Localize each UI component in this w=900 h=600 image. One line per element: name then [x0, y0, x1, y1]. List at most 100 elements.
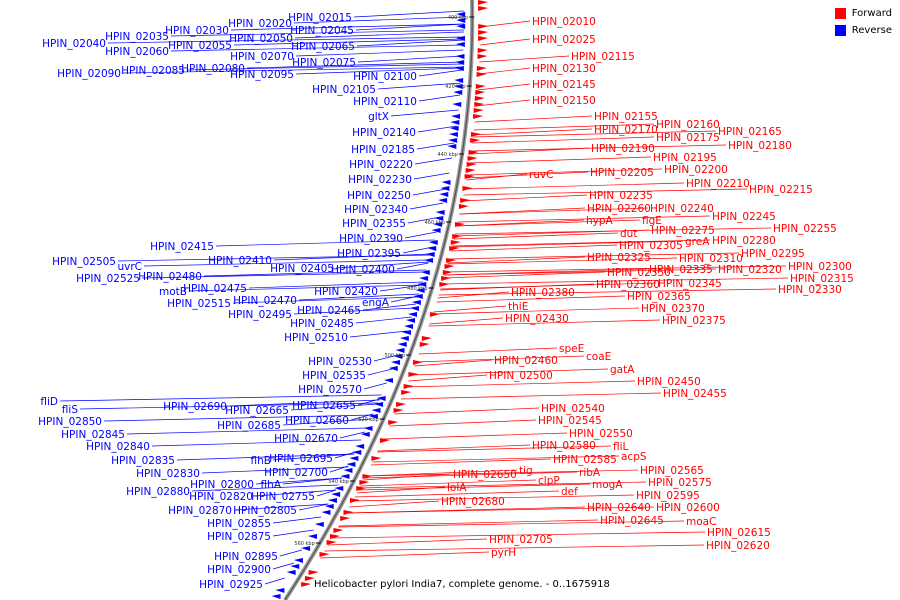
- reverse-gene-connector: [272, 562, 295, 570]
- forward-gene-connector: [476, 99, 531, 107]
- forward-gene-connector: [415, 355, 585, 363]
- reverse-gene-connector: [418, 94, 461, 102]
- forward-gene-connector: [447, 257, 678, 265]
- forward-gene-label: HPIN_02540: [541, 403, 605, 415]
- reverse-gene-connector: [254, 489, 336, 497]
- forward-gene-label: moaC: [686, 516, 716, 528]
- forward-feature: [403, 384, 414, 389]
- reverse-gene-label: HPIN_02055: [168, 40, 232, 52]
- reverse-gene-connector: [141, 271, 426, 279]
- reverse-gene-connector: [255, 477, 343, 485]
- forward-gene-label: acpS: [621, 451, 647, 463]
- reverse-feature: [453, 84, 463, 89]
- reverse-gene-label: HPIN_02535: [302, 370, 366, 382]
- reverse-gene-connector: [176, 453, 355, 461]
- reverse-gene-label: HPIN_02110: [353, 96, 417, 108]
- forward-gene-connector: [354, 490, 560, 498]
- reverse-feature: [352, 450, 362, 455]
- forward-gene-connector: [448, 252, 740, 260]
- forward-gene-connector: [479, 55, 570, 63]
- forward-gene-label: pyrH: [491, 547, 516, 559]
- reverse-gene-connector: [228, 399, 380, 407]
- forward-gene-label: HPIN_02180: [728, 140, 792, 152]
- forward-feature: [340, 516, 351, 521]
- reverse-feature: [413, 294, 423, 299]
- reverse-feature: [301, 546, 311, 551]
- reverse-gene-label: HPIN_02020: [228, 18, 292, 30]
- forward-gene-connector: [437, 291, 510, 299]
- forward-gene-label: HPIN_02205: [590, 167, 654, 179]
- forward-gene-connector: [471, 136, 655, 144]
- forward-feature: [330, 534, 341, 539]
- forward-feature: [449, 246, 460, 251]
- forward-gene-label: HPIN_02320: [718, 264, 782, 276]
- reverse-swatch: [834, 25, 846, 36]
- genome-backbone-core: [284, 0, 473, 600]
- reverse-gene-label: HPIN_02695: [269, 453, 333, 465]
- reverse-feature: [314, 522, 324, 527]
- reverse-feature: [456, 18, 466, 23]
- forward-feature: [401, 390, 412, 395]
- forward-gene-connector: [433, 305, 507, 313]
- forward-gene-label: HPIN_02500: [489, 370, 553, 382]
- reverse-gene-connector: [273, 253, 432, 261]
- reverse-gene-connector: [143, 259, 430, 267]
- reverse-gene-label: uvrC: [117, 261, 142, 273]
- forward-gene-label: HPIN_02575: [648, 477, 712, 489]
- forward-feature: [476, 72, 487, 77]
- forward-gene-connector: [473, 128, 593, 136]
- forward-feature: [442, 270, 453, 275]
- reverse-gene-label: HPIN_02880: [126, 486, 190, 498]
- reverse-gene-label: HPIN_02340: [344, 204, 408, 216]
- forward-gene-connector: [410, 368, 609, 376]
- forward-gene-connector: [364, 471, 578, 479]
- forward-gene-label: HPIN_02430: [505, 313, 569, 325]
- reverse-feature: [456, 12, 466, 17]
- forward-gene-connector: [365, 469, 639, 477]
- reverse-gene-connector: [233, 38, 464, 46]
- forward-gene-connector: [418, 347, 558, 355]
- forward-gene-label: HPIN_02280: [712, 235, 776, 247]
- reverse-gene-label: HPIN_02855: [207, 518, 271, 530]
- forward-gene-label: HPIN_02550: [569, 428, 633, 440]
- reverse-feature: [452, 102, 462, 107]
- reverse-gene-connector: [246, 61, 463, 69]
- forward-feature: [465, 168, 476, 173]
- reverse-feature: [440, 186, 450, 191]
- reverse-feature: [368, 414, 378, 419]
- reverse-feature: [453, 90, 463, 95]
- forward-gene-connector: [474, 115, 593, 123]
- scale-tick-label: 400 kbp: [448, 15, 468, 21]
- reverse-gene-label: HPIN_02400: [331, 264, 395, 276]
- reverse-gene-label: HPIN_02140: [352, 127, 416, 139]
- reverse-gene-label: HPIN_02085: [121, 65, 185, 77]
- reverse-feature: [409, 306, 419, 311]
- reverse-gene-label: HPIN_02485: [290, 318, 354, 330]
- forward-gene-connector: [345, 506, 655, 514]
- reverse-feature: [419, 276, 429, 281]
- forward-gene-label: mogA: [592, 479, 623, 491]
- forward-gene-label: HPIN_02375: [662, 315, 726, 327]
- forward-gene-connector: [436, 295, 626, 303]
- reverse-feature: [334, 486, 344, 491]
- reverse-gene-label: HPIN_02925: [199, 579, 263, 591]
- forward-gene-label: HPIN_02210: [686, 178, 750, 190]
- reverse-gene-connector: [233, 503, 329, 511]
- forward-gene-label: dut: [620, 228, 637, 240]
- reverse-gene-label: engA: [362, 297, 390, 309]
- reverse-feature: [427, 246, 437, 251]
- reverse-gene-connector: [117, 254, 431, 262]
- reverse-gene-label: HPIN_02045: [290, 25, 354, 37]
- forward-feature: [396, 402, 407, 407]
- forward-feature: [430, 312, 441, 317]
- forward-feature: [349, 498, 360, 503]
- reverse-gene-connector: [396, 262, 429, 270]
- forward-feature: [452, 234, 463, 239]
- forward-gene-connector: [358, 483, 591, 491]
- reverse-gene-connector: [295, 67, 463, 75]
- forward-feature: [476, 66, 487, 71]
- reverse-gene-label: HPIN_02830: [136, 468, 200, 480]
- forward-gene-label: HPIN_02360: [596, 279, 660, 291]
- scale-tick-label: 420 kbp: [445, 84, 465, 90]
- forward-gene-connector: [338, 520, 685, 528]
